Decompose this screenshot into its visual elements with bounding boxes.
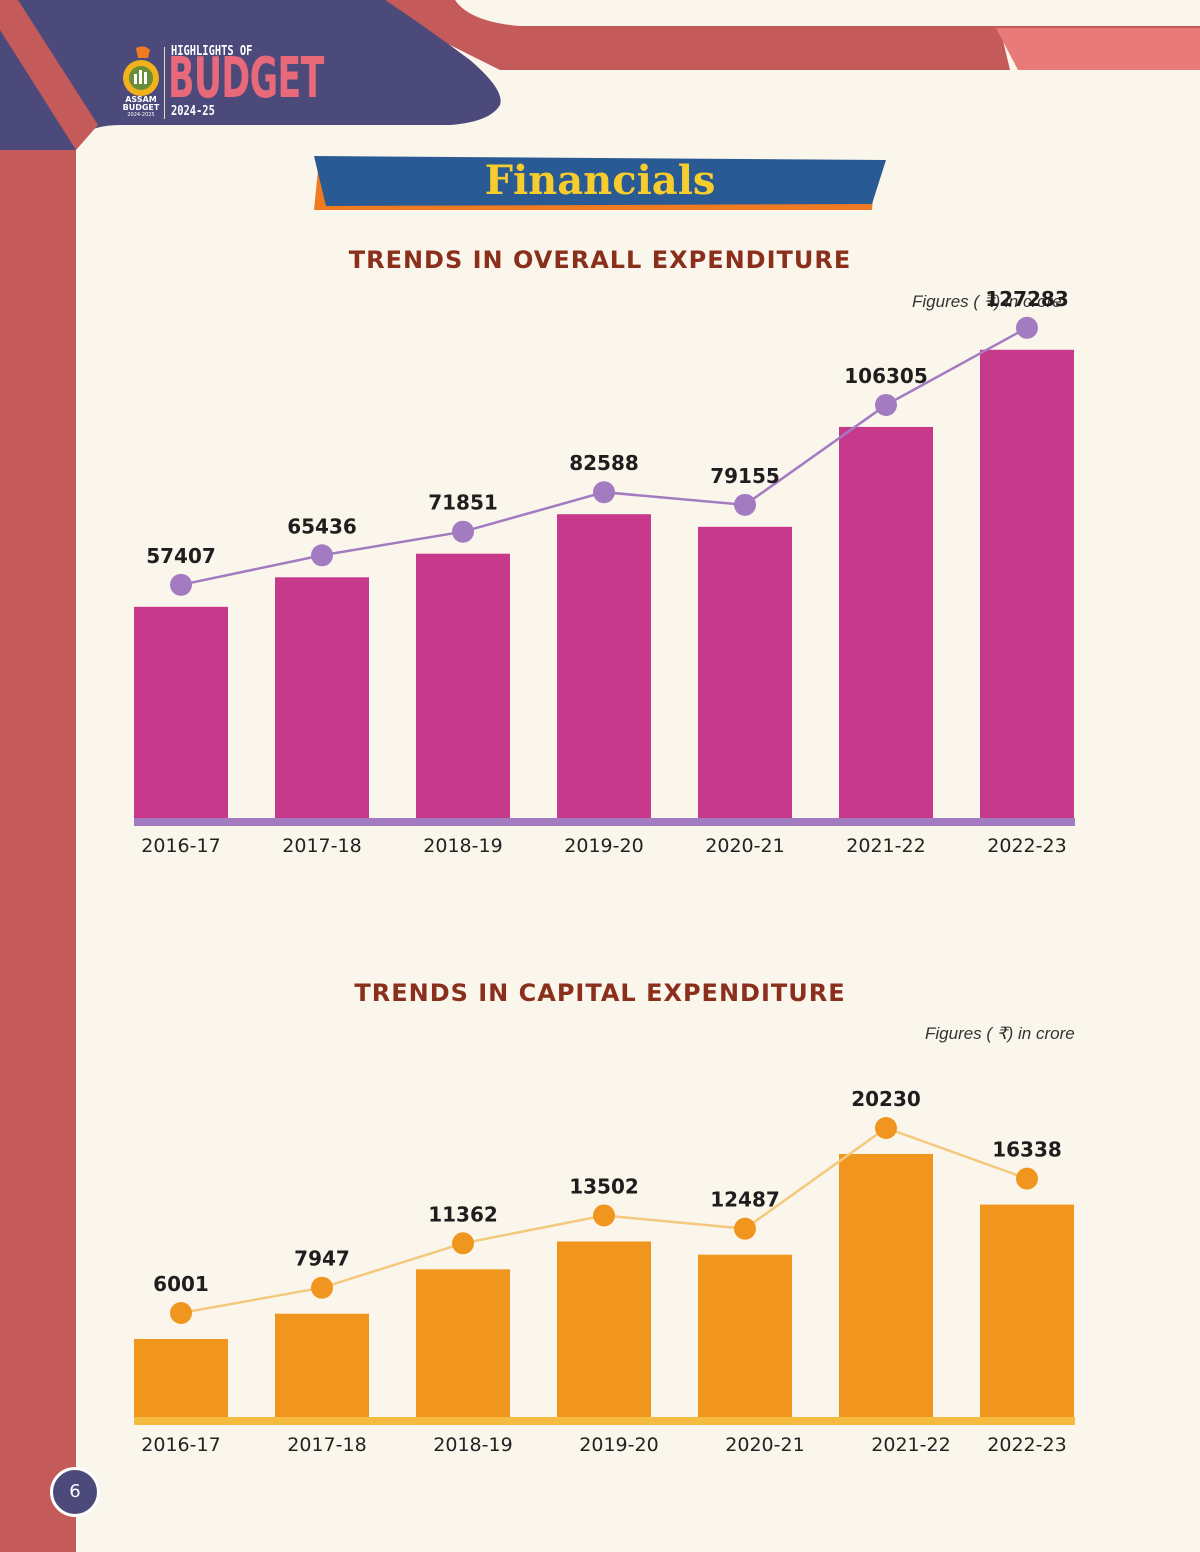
bar-2022-23	[980, 1204, 1074, 1417]
top-ribbon-cutout	[455, 0, 1200, 26]
data-label: 13502	[569, 1174, 639, 1198]
x-tick-label: 2018-19	[433, 1434, 512, 1456]
trend-marker	[170, 573, 192, 596]
logo-highlights-text: HIGHLIGHTS OF	[171, 44, 253, 59]
bar-2017-18	[275, 577, 369, 818]
bar-2018-19	[416, 1269, 510, 1417]
logo-caption-budget: BUDGET	[122, 103, 160, 112]
data-label: 106305	[844, 364, 928, 388]
data-label: 71851	[428, 491, 498, 515]
overall-chart-title: TRENDS IN OVERALL EXPENDITURE	[348, 246, 852, 274]
data-label: 6001	[153, 1272, 209, 1296]
x-tick-label: 2022-23	[987, 1434, 1066, 1456]
bar-2016-17	[134, 606, 228, 818]
data-label: 12487	[710, 1188, 780, 1212]
trend-marker	[452, 1232, 474, 1255]
data-label: 11362	[428, 1202, 498, 1226]
bar-2020-21	[698, 526, 792, 818]
overall-expenditure-chart: 2016-17 2017-18 2018-19 2019-20 2020-21 2021-…	[134, 287, 1075, 857]
x-tick-label: 2020-21	[725, 1434, 804, 1456]
x-tick-label: 2019-20	[564, 835, 643, 857]
logo-year-text: 2024-25	[171, 104, 215, 119]
trend-marker	[593, 481, 615, 504]
x-tick-label: 2019-20	[579, 1434, 658, 1456]
x-tick-label: 2018-19	[423, 835, 502, 857]
banner-blue-ribbon	[314, 156, 886, 206]
trend-marker	[1016, 316, 1038, 339]
trend-marker	[734, 1217, 756, 1240]
x-tick-label: 2016-17	[141, 1434, 220, 1456]
x-tick-label: 2017-18	[287, 1434, 366, 1456]
capital-expenditure-chart: 2016-17 2017-18 2018-19 2019-20 2020-21 2021-…	[134, 1087, 1075, 1456]
chart-baseline	[134, 818, 1075, 826]
trend-marker	[875, 1117, 897, 1140]
logo-budget-text: BUDGET	[168, 46, 324, 111]
bar-2022-23	[980, 349, 1074, 818]
trend-marker	[311, 1276, 333, 1299]
trend-marker	[1016, 1167, 1038, 1190]
logo-caption-assam: ASSAM	[125, 95, 157, 104]
x-tick-label: 2017-18	[282, 835, 361, 857]
bar-2021-22	[839, 1154, 933, 1417]
data-label: 7947	[294, 1247, 350, 1271]
logo-caption-year: 2024-2025	[127, 112, 155, 118]
capital-unit-note: Figures ( ₹) in crore	[925, 1024, 1075, 1043]
data-label: 82588	[569, 451, 639, 475]
header-corner-curve	[76, 130, 120, 160]
chart-baseline	[134, 1417, 1075, 1425]
trend-marker	[875, 393, 897, 416]
header-navy-shape	[0, 0, 501, 150]
bar-2020-21	[698, 1254, 792, 1417]
data-label: 16338	[992, 1138, 1062, 1162]
data-label: 20230	[851, 1087, 921, 1111]
data-label: 127283	[985, 287, 1069, 311]
data-label: 79155	[710, 464, 780, 488]
capital-chart-title: TRENDS IN CAPITAL EXPENDITURE	[354, 979, 846, 1007]
logo-divider	[164, 47, 165, 119]
trend-marker	[452, 520, 474, 543]
trend-marker	[734, 493, 756, 516]
overall-unit-note: Figures ( ₹) in crore	[912, 292, 1062, 311]
x-tick-label: 2016-17	[141, 835, 220, 857]
assam-budget-emblem	[123, 46, 159, 96]
trend-marker	[311, 544, 333, 567]
header-red-diagonal	[0, 0, 98, 150]
x-tick-label: 2022-23	[987, 835, 1066, 857]
page-number-badge: 6	[50, 1467, 100, 1517]
x-tick-label: 2020-21	[705, 835, 784, 857]
bar-2018-19	[416, 553, 510, 818]
bar-2019-20	[557, 514, 651, 818]
data-label: 57407	[146, 544, 216, 568]
bar-2021-22	[839, 426, 933, 818]
bar-2016-17	[134, 1338, 228, 1417]
data-label: 65436	[287, 514, 357, 538]
left-side-band	[0, 0, 76, 1552]
bar-2019-20	[557, 1241, 651, 1417]
x-tick-label: 2021-22	[871, 1434, 950, 1456]
trend-marker	[170, 1301, 192, 1324]
top-ribbon-accent	[996, 28, 1200, 70]
bar-2017-18	[275, 1313, 369, 1417]
trend-marker	[593, 1204, 615, 1227]
x-tick-label: 2021-22	[846, 835, 925, 857]
logo-caption: ASSAM BUDGET 2024-2025	[121, 96, 161, 119]
page-title: Financials	[484, 157, 716, 204]
